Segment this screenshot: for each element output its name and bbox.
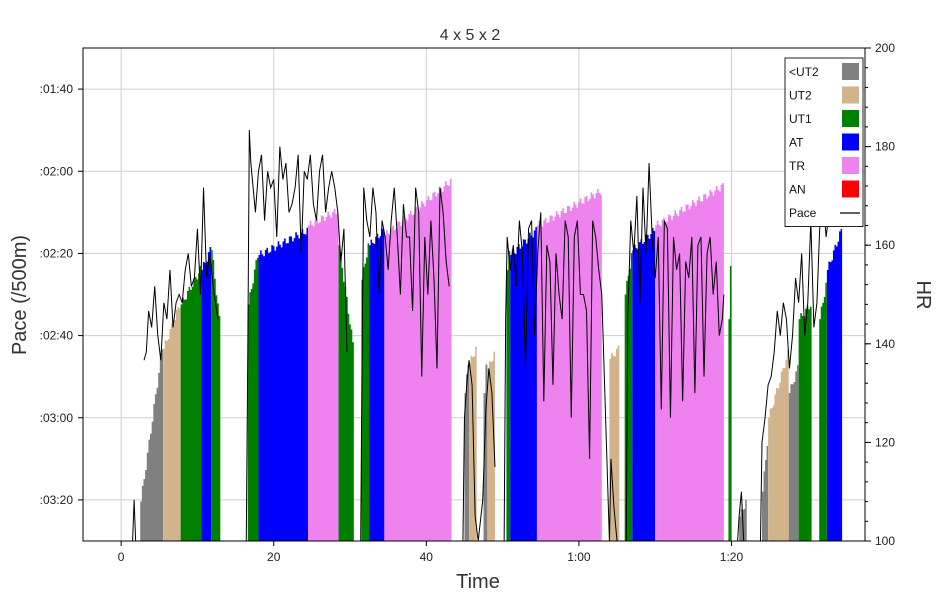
y-tick-label: :03:00	[40, 411, 74, 425]
x-tick-label: 40	[420, 550, 434, 564]
y2-tick-label: 120	[875, 435, 895, 449]
pace-line	[132, 499, 137, 542]
zone-band-below-ut2	[464, 364, 470, 541]
zone-band-below-ut2	[483, 364, 488, 541]
legend: <UT2 UT2 UT1 AT TR AN Pace	[784, 57, 864, 227]
legend-label: UT2	[789, 89, 812, 103]
y2-tick-label: 140	[875, 337, 895, 351]
legend-label: AT	[789, 136, 804, 150]
y-tick-label: :02:40	[40, 329, 74, 343]
y2-tick-label: 160	[875, 238, 895, 252]
legend-swatch	[842, 110, 859, 127]
pace-line	[360, 187, 450, 542]
pace-line	[245, 130, 348, 542]
y2-tick-label: 200	[875, 41, 895, 55]
zone-band-at	[826, 228, 843, 541]
zone-band-ut1	[211, 250, 221, 541]
legend-label: AN	[789, 183, 806, 197]
zone-band-ut2	[487, 351, 495, 541]
legend-swatch	[842, 180, 859, 198]
y2-tick-label: 180	[875, 140, 895, 154]
legend-swatch	[842, 157, 859, 174]
x-tick-label: 20	[267, 550, 281, 564]
x-tick-label: 1:20	[720, 550, 744, 564]
plot-frame	[82, 47, 866, 542]
y-axis-hr: 100 120 140 160 180 200	[865, 41, 895, 548]
legend-label: <UT2	[789, 65, 819, 79]
zone-band-ut1	[819, 282, 827, 541]
legend-swatch	[842, 86, 859, 104]
y-tick-label: :01:40	[40, 82, 74, 96]
zone-band-tr	[536, 188, 602, 541]
pace-line	[625, 163, 725, 542]
zone-band-ut1	[506, 251, 511, 541]
zone-band-tr	[384, 178, 452, 541]
legend-label: UT1	[789, 112, 812, 126]
zone-band-ut1	[361, 243, 370, 541]
zone-band-tr	[308, 208, 339, 541]
x-axis: 0 20 40 1:00 1:20	[118, 541, 744, 564]
legend-swatch	[842, 63, 859, 80]
zone-band-at	[510, 226, 537, 541]
zone-band-at	[632, 227, 656, 542]
legend-swatch	[842, 133, 859, 151]
zone-band-ut2	[609, 345, 620, 541]
chart-title: 4 x 5 x 2	[440, 27, 501, 44]
zone-band-at	[258, 227, 309, 541]
pace-line	[462, 360, 496, 542]
zone-band-below-ut2	[788, 365, 799, 541]
y-axis-title: Pace (/500m)	[9, 235, 31, 355]
pace-line	[143, 187, 219, 361]
y-tick-label: :02:20	[40, 246, 74, 260]
pace-line	[503, 212, 618, 542]
legend-label: TR	[789, 159, 805, 173]
y2-tick-label: 100	[875, 534, 895, 548]
zone-band-ut2	[768, 349, 789, 541]
x-tick-label: 0	[118, 550, 125, 564]
x-tick-label: 1:00	[567, 550, 591, 564]
zone-band-at	[369, 228, 385, 541]
zone-band-ut1	[247, 257, 259, 541]
zone-band-ut1	[728, 265, 732, 541]
zone-band-at	[201, 246, 212, 542]
zone-band-ut1	[798, 305, 812, 541]
pace-line	[737, 491, 745, 542]
zone-band-below-ut2	[140, 349, 164, 541]
hr-zone-bands	[140, 178, 843, 542]
y-axis-pace: :01:40 :02:00 :02:20 :02:40 :03:00 :03:20	[40, 82, 83, 507]
zone-band-ut1	[180, 265, 202, 541]
y-tick-label: :03:20	[40, 493, 74, 507]
y-tick-label: :02:00	[40, 164, 74, 178]
x-axis-title: Time	[456, 571, 500, 593]
y2-axis-title: HR	[912, 281, 934, 310]
legend-label: Pace	[789, 206, 817, 220]
zone-band-below-ut2	[762, 446, 769, 541]
zone-band-tr	[655, 183, 724, 541]
zone-band-ut1	[338, 245, 354, 541]
zone-band-ut2	[163, 307, 181, 541]
